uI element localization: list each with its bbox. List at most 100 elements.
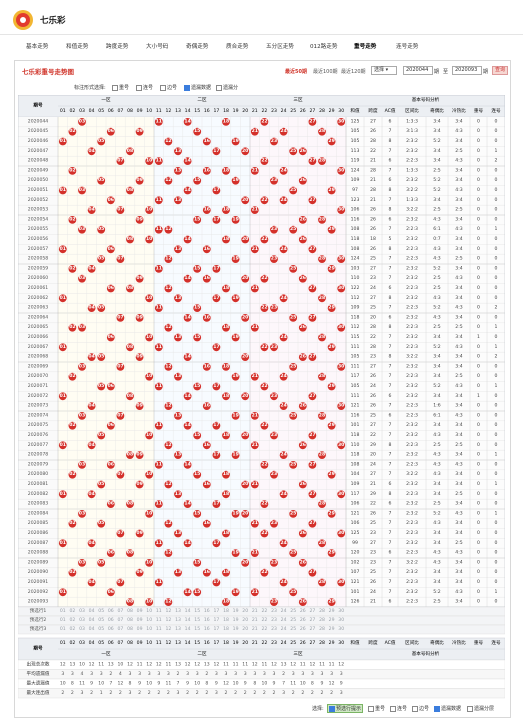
issue: 2020067 — [28, 344, 49, 350]
nav-link[interactable]: 奇偶走势 — [186, 44, 209, 50]
nav-link[interactable]: 大小号码 — [146, 44, 169, 50]
ball — [222, 392, 230, 401]
bottom-option[interactable]: 预选行提示 — [327, 704, 364, 713]
nav-link[interactable]: 和值走势 — [66, 44, 89, 50]
ball — [298, 480, 307, 489]
checkbox[interactable] — [112, 84, 118, 91]
ball-number: 19 — [232, 373, 238, 379]
ball-number: 18 — [223, 236, 229, 242]
checkbox[interactable] — [368, 705, 374, 712]
ball-number: 18 — [223, 393, 229, 399]
checkbox-checked[interactable] — [434, 705, 440, 712]
nav-link[interactable]: 连号走势 — [396, 44, 419, 50]
stat-value: 0 — [477, 236, 480, 242]
filter-option[interactable]: 遗漏数据 — [184, 84, 211, 91]
filter-option[interactable]: 连号 — [136, 84, 153, 91]
ball — [193, 559, 202, 567]
nav-link[interactable]: 五分区走势 — [266, 44, 294, 50]
summary-value: 11 — [329, 661, 335, 667]
ball — [135, 353, 144, 361]
filter-option[interactable]: 遗漏分 — [216, 84, 238, 91]
stat-value: 110 — [351, 442, 360, 448]
ball — [260, 274, 269, 283]
preselect-number: 16 — [204, 626, 210, 632]
checkbox[interactable] — [136, 84, 142, 91]
checkbox-checked[interactable] — [329, 705, 335, 712]
period-link[interactable]: 最近120期 — [341, 69, 366, 75]
stat-value: 4:3 — [433, 461, 440, 467]
ball — [193, 588, 202, 597]
stat-value: 8 — [389, 324, 392, 330]
checkbox[interactable] — [467, 705, 473, 712]
stat-value: 7 — [389, 432, 392, 438]
period-link[interactable]: 最近50期 — [285, 69, 307, 75]
preselect-number: 30 — [338, 617, 344, 623]
summary-value: 2 — [196, 690, 199, 696]
bottom-option[interactable]: 连号 — [390, 705, 407, 712]
bottom-option[interactable]: 遗漏分层 — [467, 705, 494, 712]
ball — [87, 490, 96, 499]
stat-value: 0 — [495, 471, 498, 477]
stat-value: 2:2:3 — [406, 579, 418, 585]
ball-number: 19 — [232, 177, 238, 183]
stat-value: 3:4 — [433, 491, 440, 497]
issue: 2020049 — [28, 167, 49, 173]
ball — [106, 461, 115, 469]
summary-value: 3 — [129, 690, 132, 696]
ball — [279, 578, 288, 587]
stat-value: 7 — [389, 520, 392, 526]
stat-value: 0 — [477, 187, 480, 193]
to-input[interactable]: 2020093 — [452, 66, 482, 75]
issue: 2020045 — [28, 128, 49, 134]
checkbox[interactable] — [390, 705, 396, 712]
ball — [212, 186, 221, 195]
stat-value: 2:2:3 — [406, 550, 418, 556]
ball-number: 13 — [175, 452, 181, 458]
nav-link[interactable]: 跨度走势 — [106, 44, 129, 50]
query-button[interactable]: 查询 — [492, 66, 509, 75]
ball-number: 06 — [108, 246, 114, 252]
summary-value: 2 — [148, 690, 151, 696]
ball — [318, 578, 326, 587]
ball-number: 02 — [69, 373, 75, 379]
filter-label: 标注形式选择: — [74, 85, 106, 91]
period-select[interactable]: 选择 ▾ — [371, 66, 397, 75]
bottom-option[interactable]: 边号 — [412, 705, 429, 712]
period-link[interactable]: 最近100期 — [313, 69, 338, 75]
nav-link[interactable]: 012路走势 — [310, 44, 338, 50]
from-input[interactable]: 2020044 — [403, 66, 433, 75]
checkbox[interactable] — [160, 84, 166, 91]
bottom-option[interactable]: 遗漏数据 — [434, 705, 461, 712]
ball-number: 10 — [146, 559, 152, 565]
ball — [154, 196, 163, 205]
ball-number: 28 — [319, 128, 325, 134]
stat-value: 7 — [389, 256, 392, 262]
summary-value: 10 — [98, 680, 104, 686]
ball — [318, 372, 326, 381]
filter-option[interactable]: 边号 — [160, 84, 177, 91]
preselect-number: 08 — [127, 608, 133, 614]
ball-number: 10 — [146, 207, 152, 213]
summary-value: 2 — [157, 690, 160, 696]
preselect-number: 13 — [175, 608, 181, 614]
issue: 2020053 — [28, 207, 49, 213]
ball — [337, 363, 346, 371]
ball-number: 19 — [232, 216, 238, 222]
stat-value: 0 — [477, 432, 480, 438]
filter-option[interactable]: 重号 — [112, 84, 129, 91]
bottom-option[interactable]: 重号 — [368, 705, 385, 712]
ball — [58, 588, 67, 597]
nav-link[interactable]: 质合走势 — [226, 44, 249, 50]
ball-number: 04 — [88, 579, 94, 585]
preselect-number: 24 — [281, 626, 287, 632]
checkbox[interactable] — [216, 84, 222, 91]
ball-number: 24 — [280, 167, 286, 173]
checkbox-checked[interactable] — [184, 84, 190, 91]
bottom-label: 选择: — [312, 706, 324, 712]
checkbox[interactable] — [412, 705, 418, 712]
stat-value: 3:4 — [455, 334, 462, 340]
summary-value: 3 — [215, 671, 218, 677]
ball — [183, 353, 192, 361]
nav-link[interactable]: 基本走势 — [26, 44, 49, 50]
nav-link-active[interactable]: 重号走势 — [354, 44, 377, 50]
